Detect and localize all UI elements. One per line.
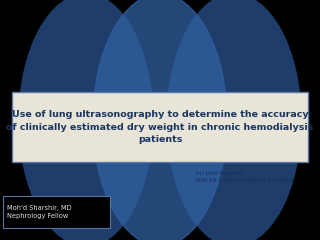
Ellipse shape (19, 0, 153, 240)
Text: Int Urol Nephrol
DOI 10.1007/s11255-017-1709-5: Int Urol Nephrol DOI 10.1007/s11255-017-… (196, 171, 293, 183)
FancyBboxPatch shape (12, 92, 308, 162)
Ellipse shape (93, 0, 227, 240)
FancyBboxPatch shape (3, 196, 110, 228)
Text: Moh'd Sharshir, MD
Nephrology Fellow: Moh'd Sharshir, MD Nephrology Fellow (7, 205, 72, 219)
Ellipse shape (167, 0, 301, 240)
Text: Use of lung ultrasonography to determine the accuracy
of clinically estimated dr: Use of lung ultrasonography to determine… (6, 110, 314, 144)
